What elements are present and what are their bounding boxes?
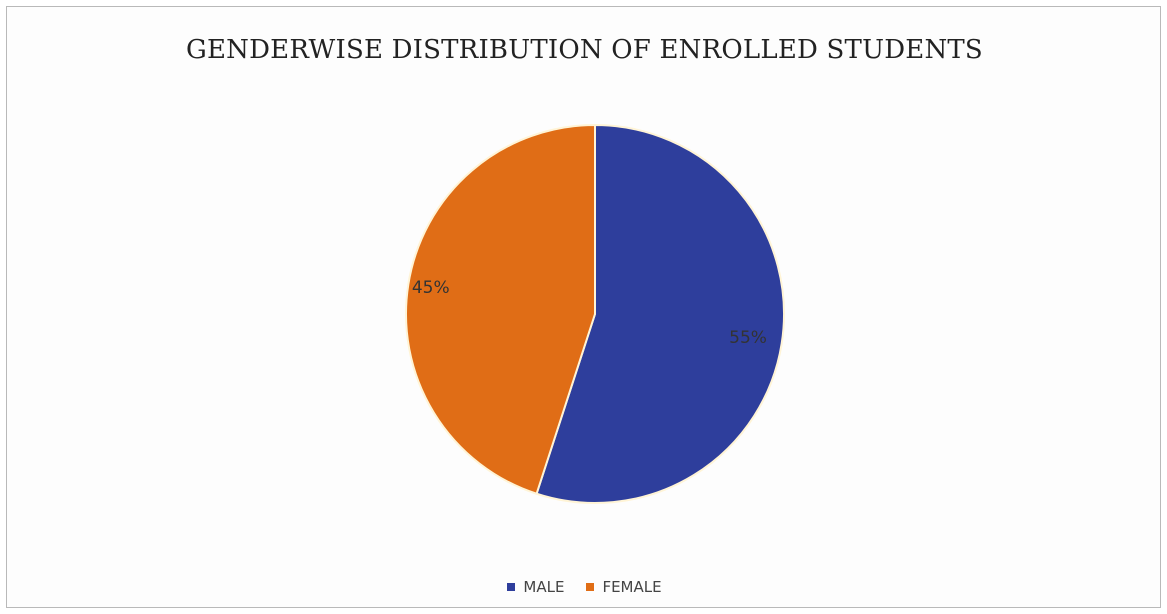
pie-slices xyxy=(405,123,785,504)
slice-label-female: 45% xyxy=(412,278,450,298)
legend-swatch-male xyxy=(507,583,516,591)
pie-slice-male xyxy=(535,123,785,504)
slice-label-male: 55% xyxy=(729,328,767,348)
chart-frame: GENDERWISE DISTRIBUTION OF ENROLLED STUD… xyxy=(6,6,1161,608)
pie-slice-female xyxy=(405,123,596,496)
legend: MALE FEMALE xyxy=(7,578,1162,596)
chart-title: GENDERWISE DISTRIBUTION OF ENROLLED STUD… xyxy=(186,35,983,65)
pie-chart: 55% 45% xyxy=(405,123,785,504)
legend-swatch-female xyxy=(586,583,595,591)
legend-label-female: FEMALE xyxy=(602,578,662,596)
legend-item-male: MALE xyxy=(507,578,564,596)
legend-label-male: MALE xyxy=(523,578,565,596)
pie-slice-labels: 55% 45% xyxy=(412,278,767,348)
legend-item-female: FEMALE xyxy=(586,578,662,596)
